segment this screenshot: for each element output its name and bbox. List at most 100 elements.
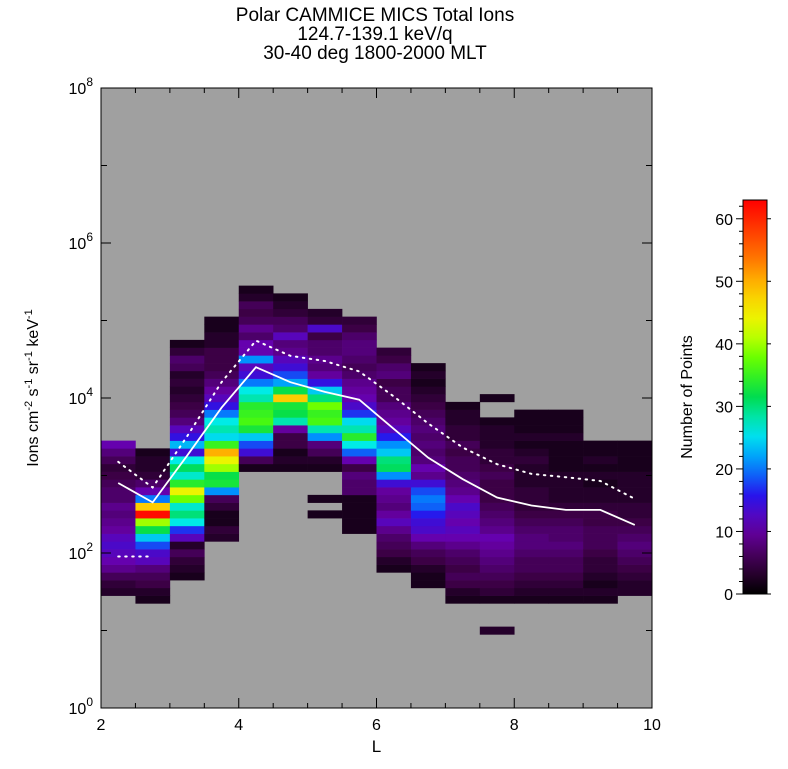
- heatmap-cell: [307, 370, 343, 379]
- chart-subtitle-range: 30-40 deg 1800-2000 MLT: [263, 43, 487, 64]
- heatmap-cell: [548, 487, 584, 496]
- heatmap-cell: [617, 580, 653, 589]
- heatmap-cell: [410, 564, 446, 573]
- heatmap-cell: [583, 587, 618, 596]
- heatmap-cell: [514, 409, 549, 418]
- heatmap-cell: [204, 456, 240, 465]
- heatmap-cell: [410, 409, 446, 418]
- heatmap-cell: [410, 518, 446, 527]
- heatmap-cell: [307, 448, 343, 457]
- heatmap-cell: [376, 409, 412, 418]
- heatmap-cell: [135, 471, 171, 480]
- heatmap-cell: [307, 316, 343, 325]
- heatmap-cell: [342, 324, 377, 333]
- heatmap-cell: [548, 587, 584, 596]
- heatmap-cell: [376, 510, 412, 519]
- heatmap-cell: [479, 533, 515, 542]
- heatmap-cell: [514, 456, 549, 465]
- heatmap-cell: [101, 440, 136, 449]
- heatmap-cell: [583, 518, 618, 527]
- y-tick-label: 106: [69, 230, 94, 253]
- heatmap-cell: [410, 440, 446, 449]
- heatmap-cell: [135, 456, 171, 465]
- heatmap-cell: [445, 440, 481, 449]
- heatmap-cell: [307, 308, 343, 317]
- heatmap-cell: [376, 347, 412, 356]
- heatmap-cell: [238, 394, 274, 403]
- heatmap-cell: [514, 587, 549, 596]
- heatmap-cell: [376, 518, 412, 527]
- heatmap-cell: [101, 556, 136, 565]
- heatmap-cell: [445, 525, 481, 534]
- heatmap-cell: [548, 502, 584, 511]
- heatmap-cell: [617, 487, 653, 496]
- heatmap-cell: [135, 494, 171, 503]
- heatmap-cell: [169, 502, 205, 511]
- heatmap-cell: [169, 409, 205, 418]
- heatmap-cell: [617, 448, 653, 457]
- heatmap-cell: [410, 425, 446, 434]
- heatmap-cell: [445, 463, 481, 472]
- heatmap-cell: [101, 533, 136, 542]
- heatmap-cell: [410, 525, 446, 534]
- heatmap-cell: [307, 394, 343, 403]
- heatmap-cell: [135, 463, 171, 472]
- chart-title: Polar CAMMICE MICS Total Ions: [235, 5, 515, 26]
- heatmap-cell: [479, 549, 515, 558]
- heatmap-cell: [238, 293, 274, 302]
- heatmap-cell: [548, 572, 584, 581]
- x-axis-label: L: [372, 737, 381, 756]
- heatmap-cell: [342, 463, 377, 472]
- heatmap-cell: [548, 479, 584, 488]
- heatmap-cell: [514, 463, 549, 472]
- heatmap-cell: [307, 324, 343, 333]
- heatmap-cell: [169, 425, 205, 434]
- heatmap-cell: [342, 432, 377, 441]
- heatmap-cell: [479, 463, 515, 472]
- heatmap-cell: [101, 502, 136, 511]
- heatmap-cell: [514, 533, 549, 542]
- heatmap-cell: [169, 518, 205, 527]
- heatmap-cell: [479, 471, 515, 480]
- heatmap-cell: [548, 580, 584, 589]
- heatmap-cell: [342, 332, 377, 341]
- heatmap-cell: [204, 363, 240, 372]
- heatmap-cell: [514, 502, 549, 511]
- heatmap-cell: [307, 440, 343, 449]
- heatmap-cell: [410, 456, 446, 465]
- heatmap-cell: [514, 425, 549, 434]
- heatmap-cell: [583, 448, 618, 457]
- heatmap-cell: [307, 401, 343, 410]
- heatmap-cell: [204, 347, 240, 356]
- y-tick-label: 104: [69, 385, 94, 408]
- heatmap-cell: [204, 518, 240, 527]
- heatmap-cell: [479, 525, 515, 534]
- heatmap-cell: [445, 448, 481, 457]
- heatmap-cell: [514, 564, 549, 573]
- heatmap-cell: [445, 471, 481, 480]
- heatmap-cell: [410, 432, 446, 441]
- heatmap-cell: [307, 386, 343, 395]
- heatmap-cell: [617, 533, 653, 542]
- heatmap-cell: [342, 401, 377, 410]
- heatmap-cell: [548, 417, 584, 426]
- heatmap-cell: [514, 440, 549, 449]
- heatmap-cell: [617, 479, 653, 488]
- y-axis-label: Ions cm-2 s-1 sr-1 keV-1: [23, 309, 42, 466]
- x-tick-label: 8: [510, 717, 519, 734]
- heatmap-cell: [376, 549, 412, 558]
- heatmap-cell: [514, 541, 549, 550]
- heatmap-cell: [617, 556, 653, 565]
- heatmap-cell: [445, 409, 481, 418]
- heatmap-cell: [583, 502, 618, 511]
- heatmap-cell: [204, 525, 240, 534]
- heatmap-cell: [376, 525, 412, 534]
- x-tick-label: 4: [234, 717, 243, 734]
- heatmap-cell: [445, 541, 481, 550]
- heatmap-cell: [583, 525, 618, 534]
- heatmap-cell: [445, 572, 481, 581]
- heatmap-cell: [548, 510, 584, 519]
- heatmap-cell: [548, 556, 584, 565]
- heatmap-cell: [514, 471, 549, 480]
- heatmap-cell: [479, 440, 515, 449]
